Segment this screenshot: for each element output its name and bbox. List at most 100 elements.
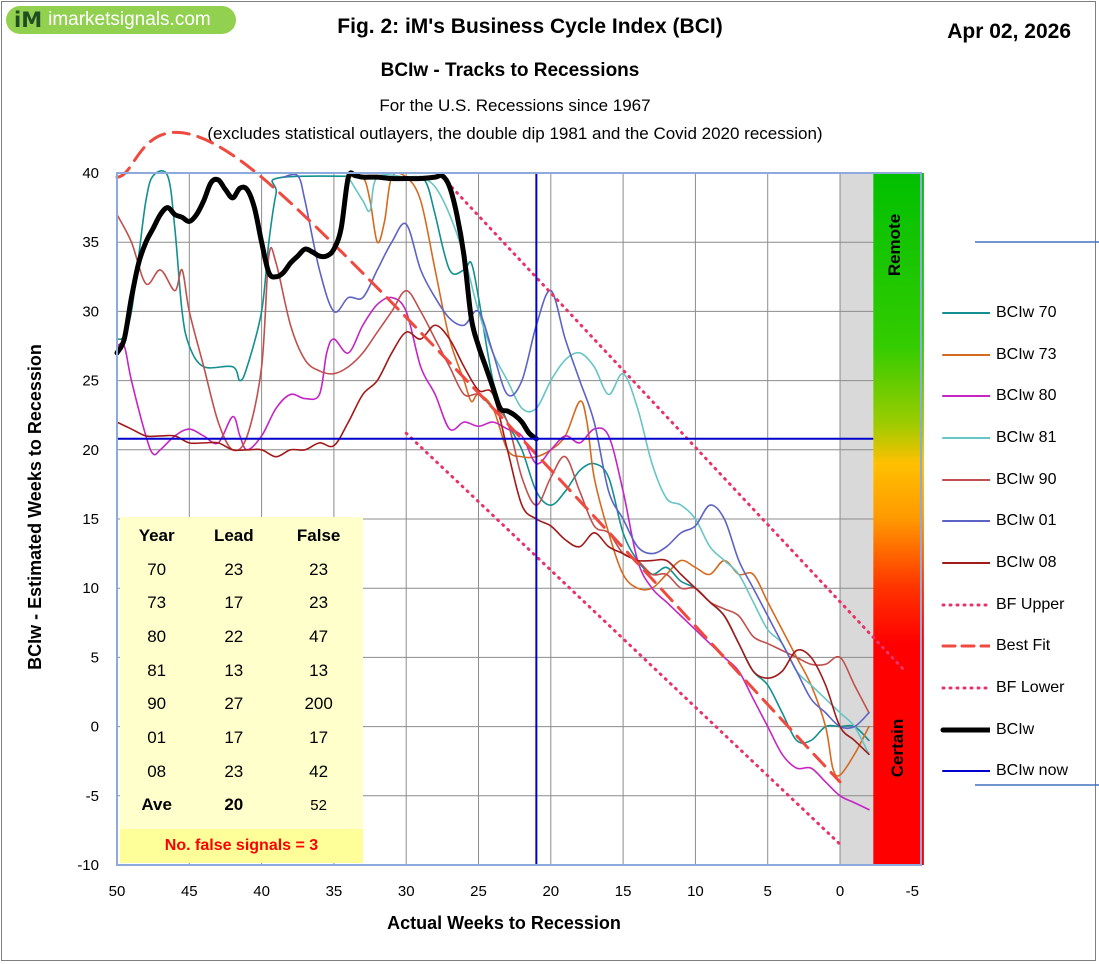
stats-row: 73 17 23 xyxy=(120,586,363,620)
legend-item-bciw-01: BCIw 01 xyxy=(940,500,1090,542)
x-tick-label: 35 xyxy=(326,883,343,900)
stats-cell: 80 xyxy=(147,626,167,646)
chart-subtitle: BCIw - Tracks to Recessions xyxy=(380,60,640,81)
legend-swatch-bf-lower xyxy=(941,686,990,690)
stats-row: 90 27 200 xyxy=(120,687,363,721)
legend-item-bciw-81: BCIw 81 xyxy=(940,417,1090,459)
legend-swatch-bciw-73 xyxy=(942,353,990,356)
stats-header-false: False xyxy=(296,525,341,545)
zone-label-certain: Certain xyxy=(888,719,907,778)
y-tick-label: 20 xyxy=(82,442,99,459)
report-date: Apr 02, 2026 xyxy=(947,20,1071,43)
series-bf-lower xyxy=(404,431,842,846)
legend-item-bciw-08: BCIw 08 xyxy=(940,542,1090,584)
legend-swatch-bciw-81 xyxy=(942,436,990,439)
legend-swatch-bciw-90 xyxy=(942,478,990,481)
stats-row: 01 17 17 xyxy=(120,721,363,755)
stats-cell: 81 xyxy=(147,660,167,680)
stats-header-row: Year Lead False xyxy=(120,519,363,553)
x-tick-label: 25 xyxy=(470,883,487,900)
legend-label-bciw-now: BCIw now xyxy=(996,762,1069,780)
x-tick-label: 0 xyxy=(836,883,844,900)
zone-label-remote: Remote xyxy=(885,214,904,276)
legend-label-bf-upper: BF Upper xyxy=(996,595,1065,613)
x-tick-label: 45 xyxy=(181,883,198,900)
stats-cell: 23 xyxy=(224,559,244,579)
x-tick-label: 10 xyxy=(687,883,704,900)
stats-cell: 90 xyxy=(147,694,167,714)
legend-item-bf-upper: BF Upper xyxy=(940,584,1090,626)
y-tick-label: 40 xyxy=(82,165,99,182)
x-tick-label: 50 xyxy=(109,883,126,900)
x-tick-label: 5 xyxy=(764,883,772,900)
legend-swatch-bciw-01 xyxy=(942,520,990,523)
legend-swatch-bciw-08 xyxy=(942,561,990,564)
stats-cell: 23 xyxy=(224,761,244,781)
stats-cell: 47 xyxy=(309,626,329,646)
legend-label-bciw: BCIw xyxy=(996,720,1035,738)
series-best-fit xyxy=(115,130,842,784)
brand-logo[interactable]: iM imarketsignals.com xyxy=(6,6,236,34)
logo-text: imarketsignals.com xyxy=(48,9,211,30)
stats-row: 70 23 23 xyxy=(120,553,363,587)
y-tick-label: 10 xyxy=(82,580,99,597)
legend-item-bciw-73: BCIw 73 xyxy=(940,334,1090,376)
legend-item-bciw-80: BCIw 80 xyxy=(940,375,1090,417)
stats-ave-false: 52 xyxy=(310,796,327,814)
x-tick-label: 20 xyxy=(542,883,559,900)
stats-header-lead: Lead xyxy=(213,525,254,545)
legend-item-bciw: BCIw xyxy=(940,709,1090,751)
series-bf-upper xyxy=(440,175,907,673)
stats-cell: 13 xyxy=(309,660,329,680)
y-tick-label: -5 xyxy=(86,788,99,805)
y-tick-label: -10 xyxy=(77,857,99,874)
legend-swatch-bciw xyxy=(940,727,990,733)
y-tick-label: 25 xyxy=(82,373,99,390)
series-bciw-73 xyxy=(347,172,870,777)
stats-cell: 01 xyxy=(147,727,167,747)
legend-item-bf-lower: BF Lower xyxy=(940,667,1090,709)
stats-cell: 73 xyxy=(147,593,167,613)
stats-cell: 23 xyxy=(309,559,329,579)
y-tick-label: 35 xyxy=(82,234,99,251)
series-bciw-01 xyxy=(282,173,870,730)
legend-label-bciw-90: BCIw 90 xyxy=(996,470,1057,488)
x-tick-label: 30 xyxy=(398,883,415,900)
false-signals-note: No. false signals = 3 xyxy=(120,829,363,863)
legend-label-bciw-01: BCIw 01 xyxy=(996,512,1057,530)
x-axis-title: Actual Weeks to Recession xyxy=(387,913,621,933)
legend-item-bciw-90: BCIw 90 xyxy=(940,459,1090,501)
stats-panel: Year Lead False 70 23 23 73 17 23 80 22 47 81 1… xyxy=(120,517,363,863)
stats-row: 81 13 13 xyxy=(120,654,363,688)
stats-cell: 08 xyxy=(147,761,167,781)
stats-row: 80 22 47 xyxy=(120,620,363,654)
stats-cell: 22 xyxy=(224,626,244,646)
legend-label-bciw-81: BCIw 81 xyxy=(996,428,1057,446)
figure-title: Fig. 2: iM's Business Cycle Index (BCI) xyxy=(337,15,723,38)
x-tick-label: 15 xyxy=(615,883,632,900)
probability-zone-bar xyxy=(873,173,924,865)
legend-label-bciw-80: BCIw 80 xyxy=(996,387,1057,405)
legend-label-bciw-70: BCIw 70 xyxy=(996,303,1057,321)
stats-cell: 17 xyxy=(224,727,244,747)
stats-row: 08 23 42 xyxy=(120,755,363,789)
stats-cell: 70 xyxy=(147,559,167,579)
stats-ave-row: Ave 20 52 xyxy=(120,789,363,823)
legend-swatch-bf-upper xyxy=(941,603,990,607)
stats-cell: 27 xyxy=(224,694,244,714)
legend-item-best-fit: Best Fit xyxy=(940,626,1090,668)
legend-swatch-bciw-now xyxy=(942,770,990,773)
stats-ave-label: Ave xyxy=(141,795,172,815)
chart-note-2: (excludes statistical outlayers, the dou… xyxy=(207,124,823,143)
stats-cell: 42 xyxy=(309,761,329,781)
y-tick-label: 5 xyxy=(91,649,99,666)
y-axis-title: BCIw - Estimated Weeks to Recession xyxy=(25,344,45,670)
stats-header-year: Year xyxy=(138,525,175,545)
legend: BCIw 70 BCIw 73 BCIw 80 BCIw 81 BCIw 90 BCIw … xyxy=(940,292,1090,792)
stats-cell: 17 xyxy=(309,727,329,747)
legend-item-bciw-now: BCIw now xyxy=(940,751,1090,793)
stats-cell: 23 xyxy=(309,593,329,613)
legend-swatch-bciw-80 xyxy=(942,395,990,398)
y-tick-label: 15 xyxy=(82,511,99,528)
